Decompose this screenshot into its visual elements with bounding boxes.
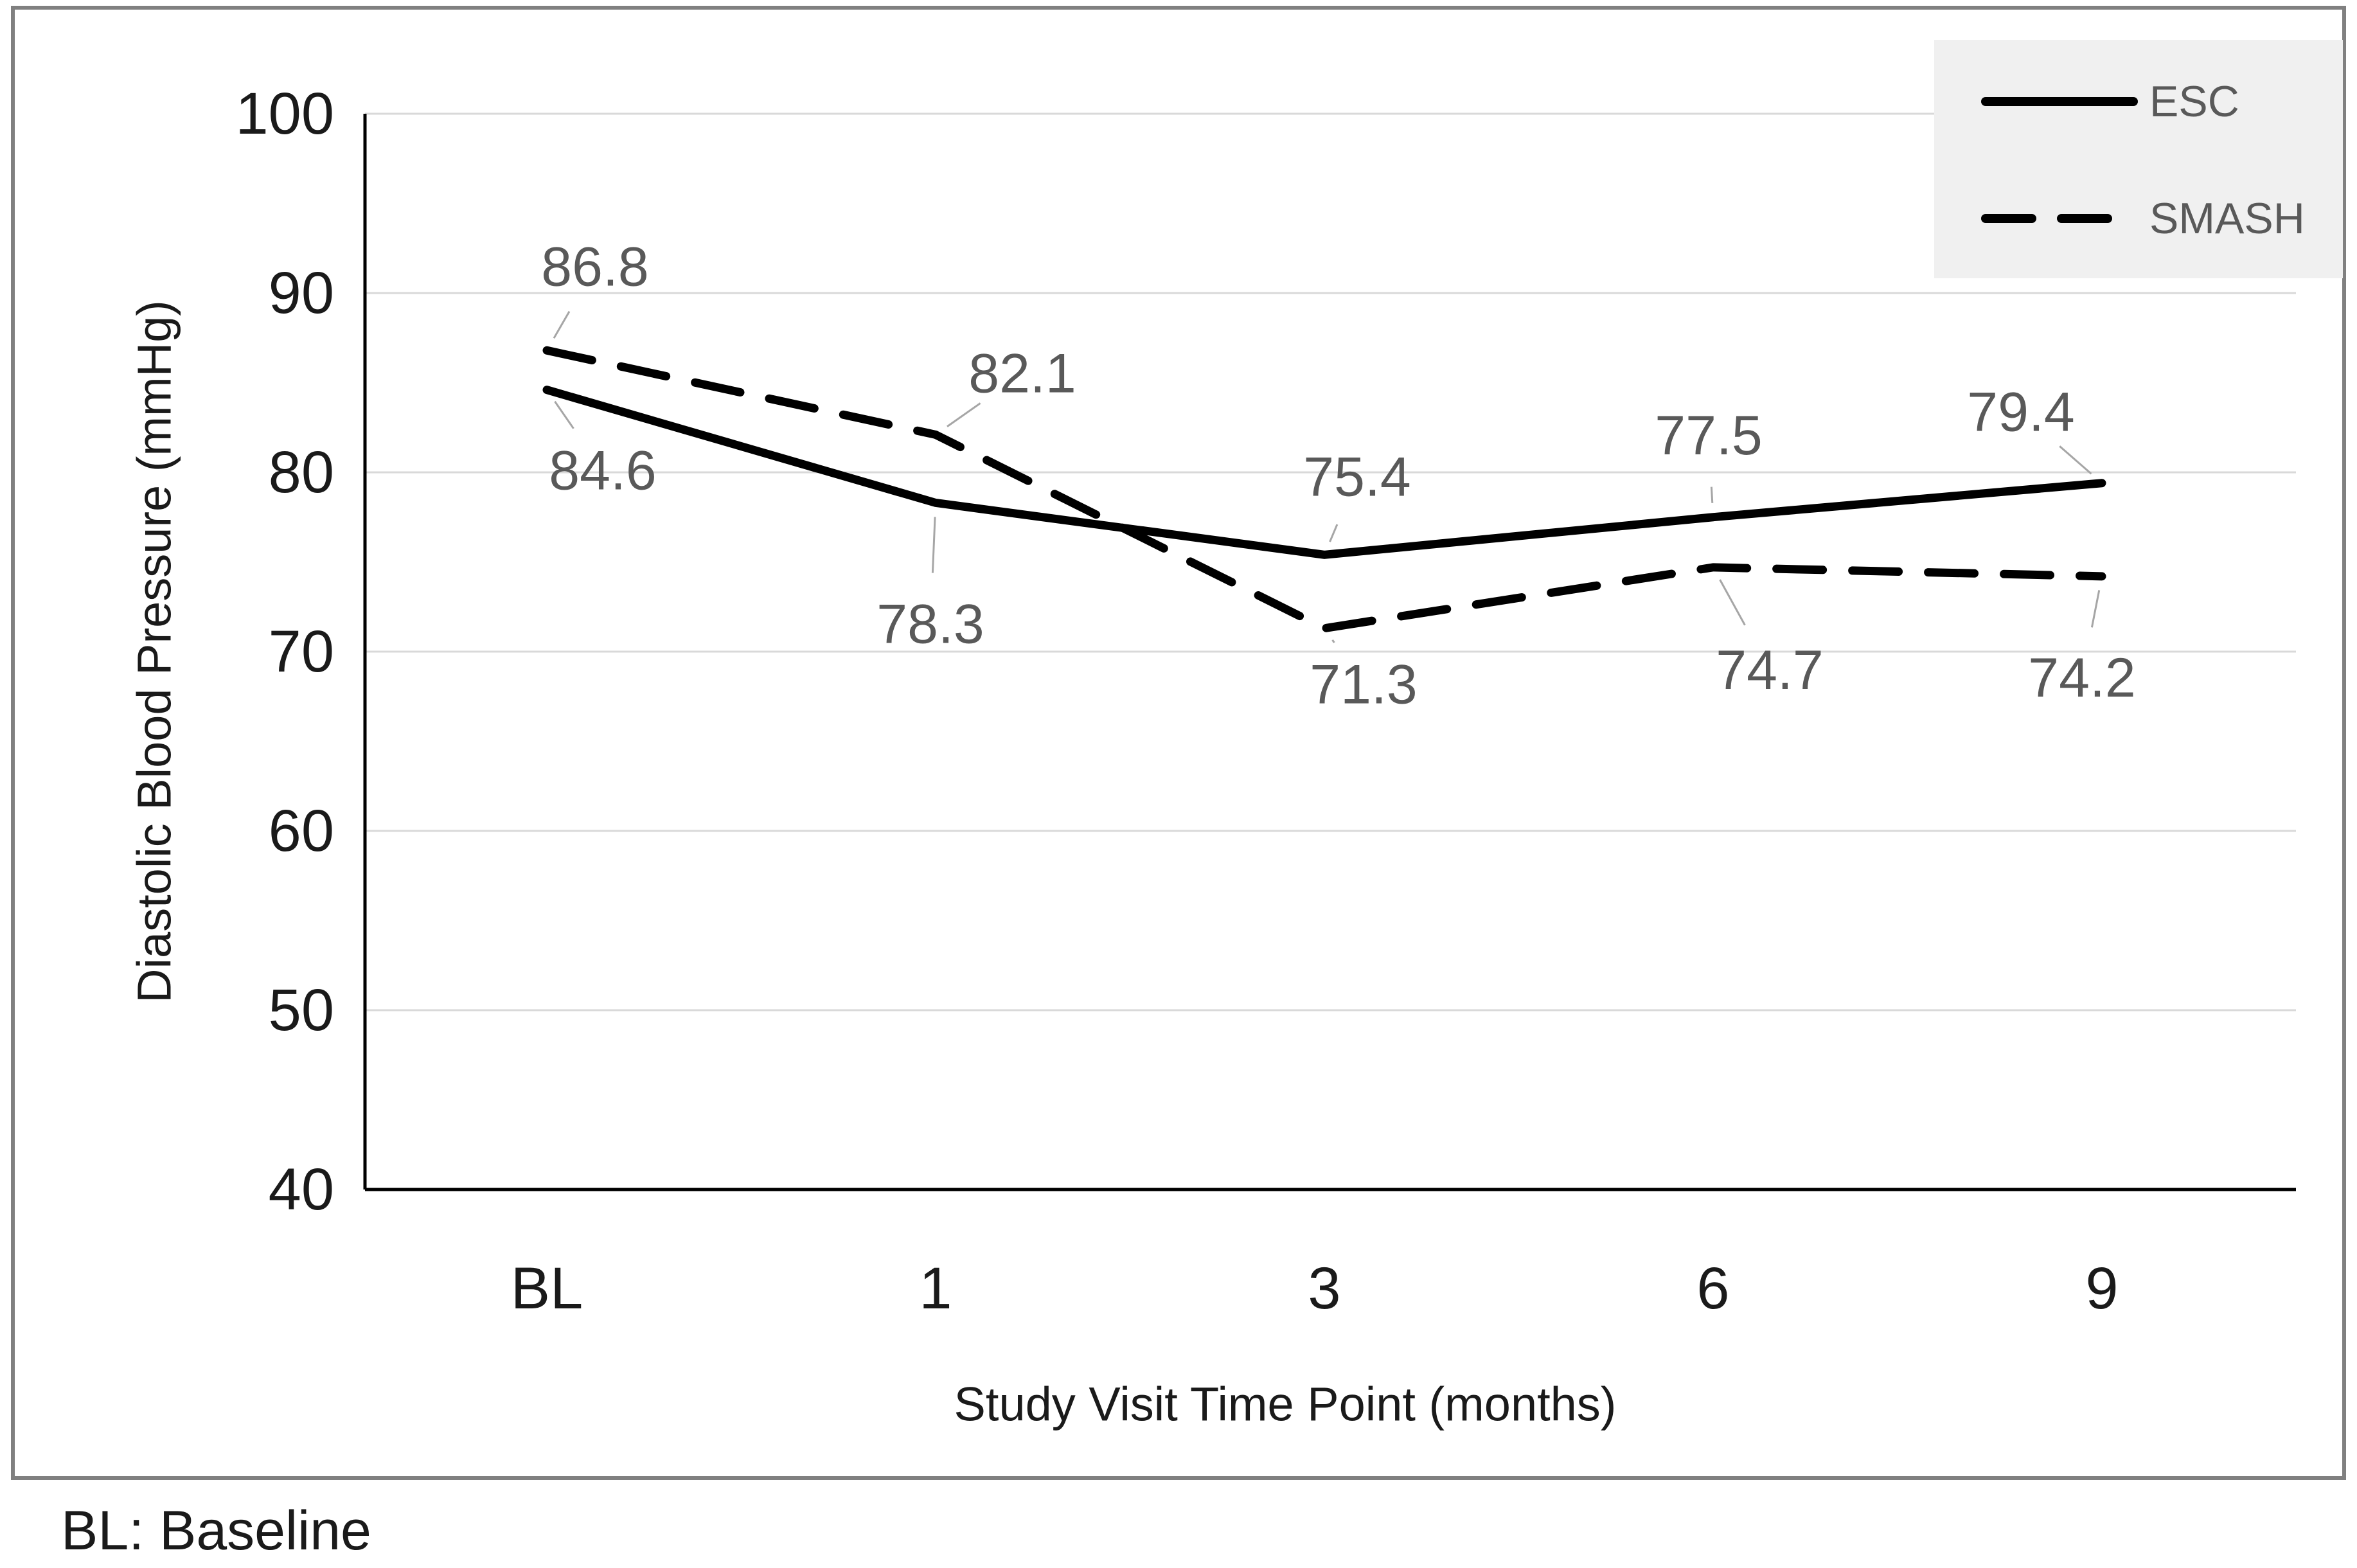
series-lines <box>542 346 2106 633</box>
leader-esc-BL <box>554 400 574 429</box>
x-axis-tick-labels: BL 1 3 6 9 <box>511 1256 2119 1321</box>
x-axis-title: Study Visit Time Point (months) <box>954 1378 1617 1431</box>
x-tick-label-9: 9 <box>2085 1256 2118 1321</box>
leader-esc-6 <box>1710 486 1714 503</box>
series-line-esc <box>542 386 2106 559</box>
leader-smash-6 <box>1719 579 1746 626</box>
data-label-esc-BL: 84.6 <box>549 440 656 502</box>
leader-esc-3 <box>1329 524 1339 542</box>
leader-smash-BL <box>553 310 571 339</box>
y-tick-label-40: 40 <box>269 1157 334 1222</box>
legend-label-esc: ESC <box>2149 77 2239 126</box>
data-label-esc-3: 75.4 <box>1303 446 1410 508</box>
y-tick-label-90: 90 <box>269 260 334 326</box>
data-label-smash-BL: 86.8 <box>541 236 648 298</box>
data-label-smash-6: 74.7 <box>1716 639 1823 701</box>
leader-smash-1 <box>947 402 981 427</box>
data-label-smash-3: 71.3 <box>1310 654 1417 716</box>
data-label-esc-1: 78.3 <box>876 593 984 655</box>
y-axis-tick-labels: 40 50 60 70 80 90 100 <box>236 81 335 1222</box>
data-label-esc-6: 77.5 <box>1655 405 1762 467</box>
y-tick-label-60: 60 <box>269 798 334 864</box>
leader-esc-9 <box>2059 445 2092 475</box>
legend-background <box>1934 40 2343 278</box>
data-labels: 84.6 78.3 75.4 77.5 79.4 86.8 82.1 71.3 74.7 74.2 <box>541 236 2135 715</box>
footnote-bl-baseline: BL: Baseline <box>61 1500 371 1562</box>
y-tick-label-80: 80 <box>269 440 334 505</box>
y-axis-title: Diastolic Blood Pressure (mmHg) <box>128 300 181 1003</box>
y-tick-label-100: 100 <box>236 81 335 147</box>
legend-label-smash: SMASH <box>2149 194 2305 243</box>
y-tick-label-50: 50 <box>269 977 334 1043</box>
leader-smash-3 <box>1331 639 1335 643</box>
legend-items: ESC SMASH <box>1981 77 2305 243</box>
leader-smash-9 <box>2090 590 2101 628</box>
x-tick-label-BL: BL <box>511 1256 583 1321</box>
y-tick-label-70: 70 <box>269 619 334 684</box>
x-tick-label-6: 6 <box>1696 1256 1729 1321</box>
data-label-leader-lines <box>553 310 2101 643</box>
leader-esc-1 <box>931 517 936 573</box>
data-label-smash-1: 82.1 <box>968 343 1076 404</box>
data-label-smash-9: 74.2 <box>2028 647 2135 709</box>
x-tick-label-3: 3 <box>1308 1256 1340 1321</box>
x-tick-label-1: 1 <box>919 1256 952 1321</box>
legend: ESC SMASH <box>1934 40 2343 278</box>
data-label-esc-9: 79.4 <box>1967 382 2074 443</box>
series-line-smash <box>542 346 2106 633</box>
